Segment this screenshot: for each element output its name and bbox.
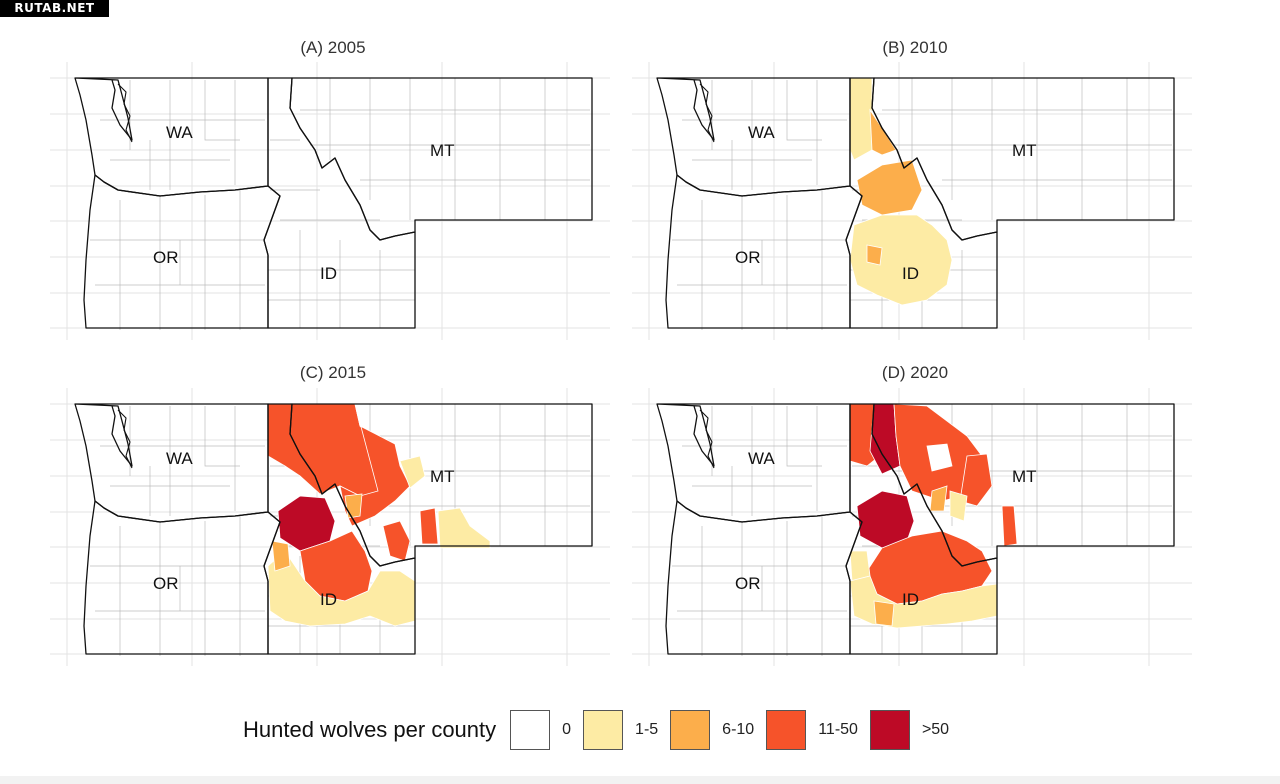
legend-swatch-4 [869,710,910,750]
legend-swatch-3 [766,710,807,750]
legend-label-4: >50 [921,721,950,738]
panel-title-d: (D) 2020 [881,363,949,382]
legend-swatch-0 [510,710,551,750]
legend-label-3: 11-50 [818,721,858,738]
mt-patch-orange-c [344,493,363,519]
mt-light-d [929,485,948,512]
legend-title: Hunted wolves per county [243,717,497,742]
map-panel-d [632,388,1192,666]
legend: Hunted wolves per county 0 1-5 6-10 11-5… [243,708,961,752]
idaho-panhandle-b [869,108,897,156]
state-label-id-c: ID [320,590,337,609]
panel-title-b: (B) 2010 [882,38,948,57]
legend-label-2: 6-10 [722,721,755,738]
state-label-wa-b: WA [748,123,775,142]
state-label-wa-a: WA [166,123,193,142]
state-label-wa-c: WA [166,449,193,468]
state-label-id-a: ID [320,264,337,283]
state-label-or-d: OR [735,574,761,593]
state-label-mt-c: MT [430,467,455,486]
map-panel-c [50,388,610,666]
legend-swatch-2 [670,710,711,750]
panel-title-a: (A) 2005 [300,38,366,57]
map-panel-a [50,62,610,340]
state-label-or-b: OR [735,248,761,267]
state-label-id-b: ID [902,264,919,283]
idaho-north-counties-b [849,77,873,161]
state-label-id-d: ID [902,590,919,609]
idaho-sw-b [866,244,883,266]
state-label-or-c: OR [153,574,179,593]
watermark: RUTAB.NET [0,0,109,17]
mt-ridge-c [419,507,439,545]
legend-item-1: 1-5 [583,710,658,750]
state-label-mt-d: MT [1012,467,1037,486]
legend-item-2: 6-10 [670,710,754,750]
panel-title-c: (C) 2015 [299,363,367,382]
legend-label-0: 0 [562,721,572,738]
mt-light2-d [949,490,968,522]
state-label-mt-a: MT [430,141,455,160]
mt-east-light-c [437,507,491,549]
legend-swatch-1 [583,710,624,750]
idaho-south-b [849,214,953,306]
state-label-mt-b: MT [1012,141,1037,160]
mt-hole-d [926,443,953,472]
legend-label-1: 1-5 [635,721,659,738]
legend-item-3: 11-50 [766,710,858,750]
legend-item-4: >50 [869,710,950,750]
map-panel-b [632,62,1192,340]
idaho-central-b [856,159,923,216]
footer-strip [0,776,1280,784]
id-sw-orange-c [271,540,291,572]
mt-sw-c [382,520,411,562]
state-label-or-a: OR [153,248,179,267]
legend-item-0: 0 [510,710,571,750]
id-center-dark-d [856,490,915,549]
id-sw-orange-d [873,600,895,627]
mt-east-d [959,453,993,507]
state-label-wa-d: WA [748,449,775,468]
mt-patch-light-c [399,455,426,489]
mt-sw-d [1001,505,1018,547]
id-center-dark-c [277,495,336,552]
